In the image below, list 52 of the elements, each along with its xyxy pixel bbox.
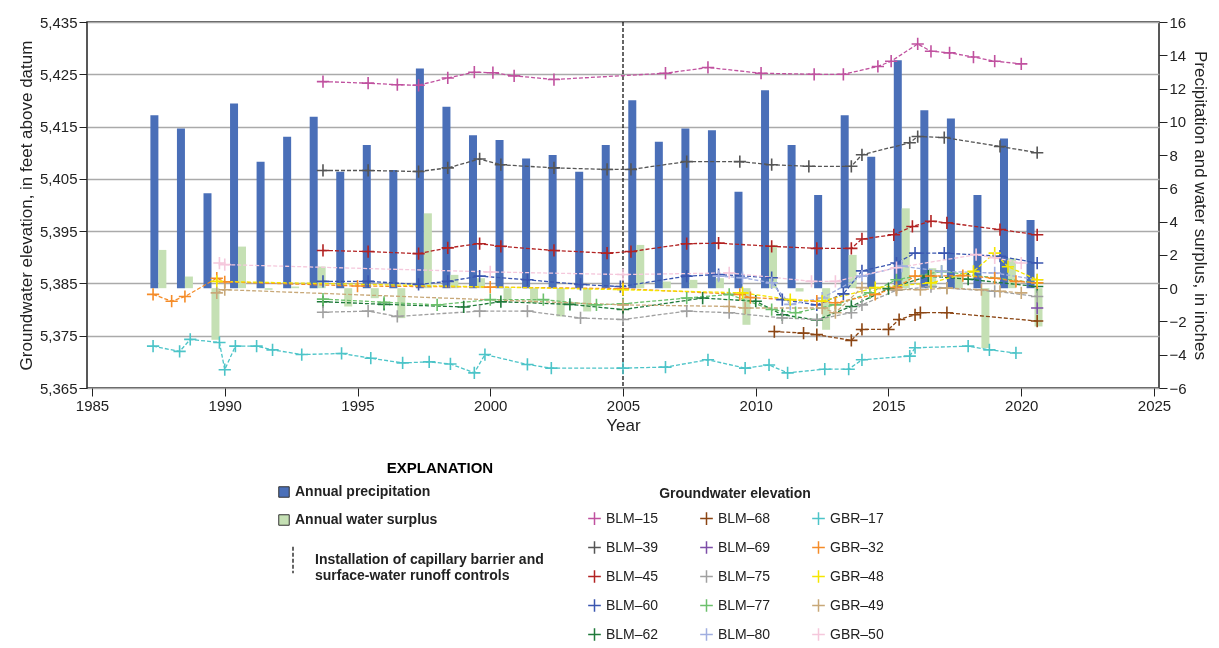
legend-label: BLM–15 (606, 509, 659, 526)
y-tick-label: 5,435 (39, 13, 78, 31)
y2-tick-label: 6 (1169, 179, 1178, 197)
x-tick-label: 2015 (872, 396, 906, 414)
y-tick-label: 5,385 (39, 274, 78, 292)
legend-label: GBR–50 (830, 625, 884, 642)
x-tick-label: 2020 (1005, 396, 1039, 414)
y-axis-title: Groundwater elevation, in feet above datum (16, 40, 36, 371)
y2-tick-label: −4 (1169, 346, 1187, 364)
y2-tick-label: 10 (1169, 113, 1187, 131)
y2-tick-label: 12 (1169, 80, 1187, 98)
y-tick-label: 5,415 (39, 118, 78, 136)
x-tick-label: 2000 (474, 396, 508, 414)
legend-label: Installation of capillary barrier and surface-water runoff controls (315, 551, 544, 583)
legend-label: GBR–49 (830, 596, 884, 613)
x-tick-label: 1995 (341, 396, 375, 414)
y2-tick-label: 4 (1169, 213, 1178, 231)
x-tick-label: 2010 (739, 396, 773, 414)
x-tick-label: 1990 (208, 396, 242, 414)
legend-label: BLM–68 (718, 509, 771, 526)
y-tick-label: 5,405 (39, 170, 78, 188)
text: EXPLANATION (386, 459, 494, 476)
legend-label: BLM–80 (718, 625, 771, 642)
y2-tick-label: 14 (1169, 46, 1187, 64)
legend-label: GBR–32 (830, 538, 884, 555)
legend-label: BLM–62 (606, 625, 659, 642)
y-tick-label: 5,395 (39, 222, 78, 240)
y-tick-label: 5,375 (39, 327, 78, 345)
y-tick-label: 5,365 (39, 379, 78, 397)
y2-tick-label: −2 (1169, 312, 1187, 330)
legend-label: Annual water surplus (295, 511, 438, 527)
legend-label: BLM–69 (718, 538, 771, 555)
legend-label: BLM–60 (606, 596, 659, 613)
y2-tick-label: −6 (1169, 379, 1187, 397)
legend-label: BLM–45 (606, 567, 659, 584)
legend-label: BLM–75 (718, 567, 771, 584)
y2-axis-title: Precipitation and water surplus, in inches (1190, 51, 1210, 360)
x-tick-label: 2005 (606, 396, 641, 414)
y2-tick-label: 0 (1169, 279, 1178, 297)
legend-label: Annual precipitation (295, 483, 431, 499)
y2-tick-label: 16 (1169, 13, 1187, 31)
legend-label: BLM–77 (718, 596, 771, 613)
y2-tick-label: 2 (1169, 246, 1178, 264)
legend-label: BLM–39 (606, 538, 659, 555)
x-tick-label: 1985 (75, 396, 110, 414)
y2-tick-label: 8 (1169, 146, 1178, 164)
y-tick-label: 5,425 (39, 65, 78, 83)
x-axis-title: Year (606, 415, 642, 435)
x-tick-label: 2025 (1137, 396, 1172, 414)
legend-title: Groundwater elevation (659, 485, 811, 501)
legend-label: GBR–17 (830, 509, 884, 526)
legend-label: GBR–48 (830, 567, 884, 584)
